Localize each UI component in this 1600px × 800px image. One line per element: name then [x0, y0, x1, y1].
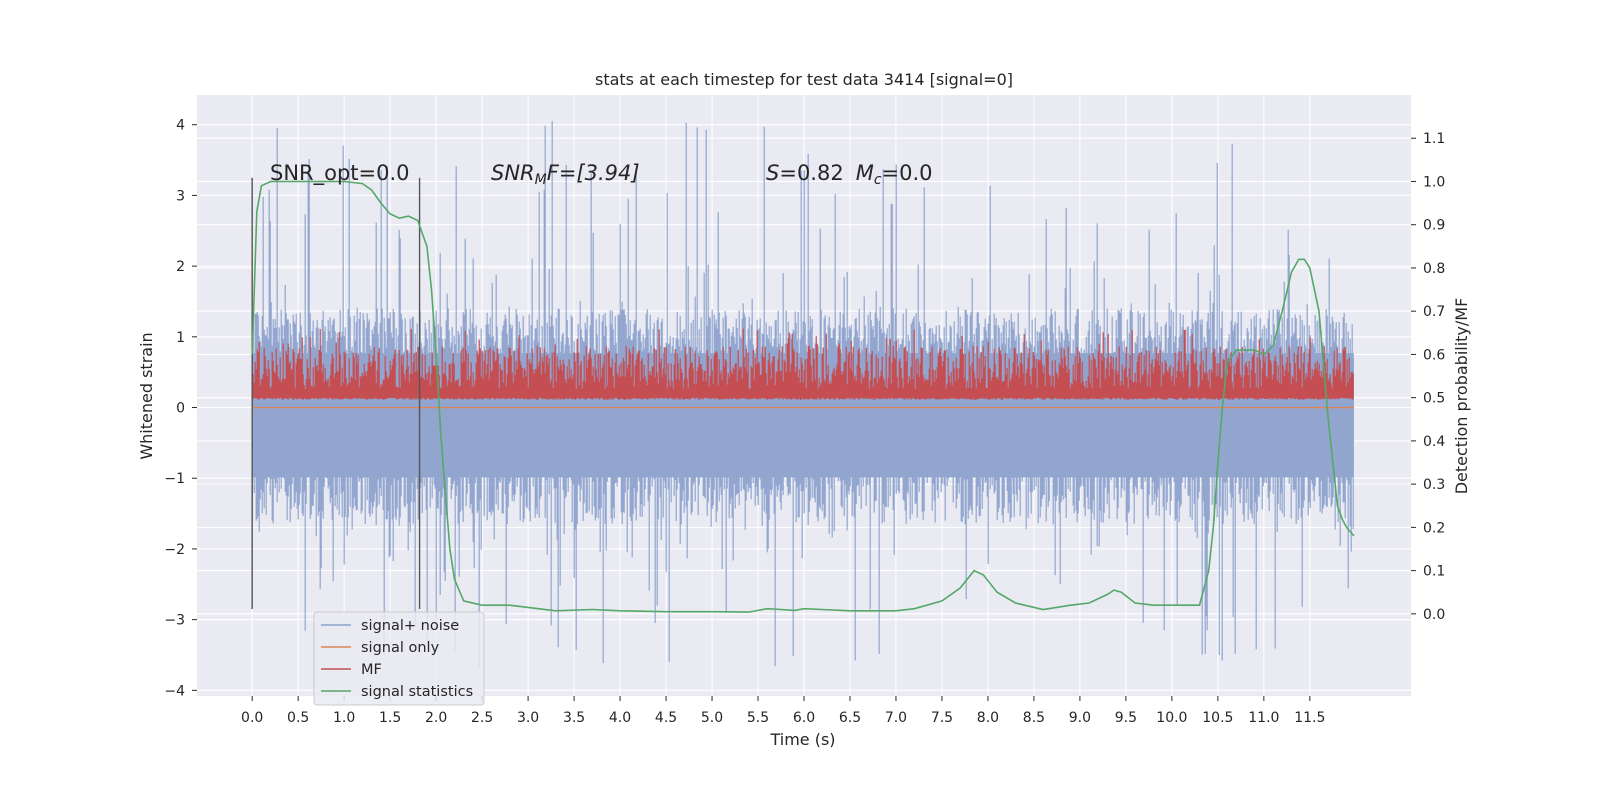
x-tick-label: 0.0 — [241, 710, 263, 726]
y-right-tick-label: 0.6 — [1423, 347, 1445, 363]
x-tick-label: 11.5 — [1294, 710, 1325, 726]
y-left-tick-label: −1 — [164, 471, 185, 487]
y-right-tick-label: 0.5 — [1423, 391, 1445, 407]
y-right-tick-label: 0.4 — [1423, 434, 1445, 450]
x-tick-label: 8.0 — [977, 710, 999, 726]
x-tick-label: 0.5 — [287, 710, 309, 726]
y-left-tick-label: −4 — [164, 683, 185, 699]
x-axis-label: Time (s) — [769, 730, 835, 749]
x-tick-label: 2.0 — [425, 710, 447, 726]
x-tick-label: 9.5 — [1115, 710, 1137, 726]
legend-label-mf: MF — [361, 662, 382, 678]
x-tick-label: 2.5 — [471, 710, 493, 726]
x-tick-label: 1.5 — [379, 710, 401, 726]
y-axis-label-left: Whitened strain — [137, 332, 156, 459]
y-right-tick-label: 0.7 — [1423, 304, 1445, 320]
y-left-tick-label: 0 — [176, 401, 185, 417]
y-right-tick-label: 0.2 — [1423, 520, 1445, 536]
x-tick-label: 4.0 — [609, 710, 631, 726]
x-tick-label: 9.0 — [1069, 710, 1091, 726]
vertical-markers — [251, 177, 421, 610]
legend-label-signal-only: signal only — [361, 640, 440, 656]
chart-title: stats at each timestep for test data 341… — [595, 70, 1013, 89]
y-right-tick-label: 0.3 — [1423, 477, 1445, 493]
x-tick-label: 5.0 — [701, 710, 723, 726]
x-tick-label: 10.0 — [1156, 710, 1187, 726]
legend-label-signal-statistics: signal statistics — [361, 684, 473, 700]
y-left-tick-label: 1 — [176, 330, 185, 346]
y-right-tick-label: 0.1 — [1423, 564, 1445, 580]
x-tick-label: 3.5 — [563, 710, 585, 726]
y-right-tick-label: 0.9 — [1423, 218, 1445, 234]
y-left-tick-label: 4 — [176, 118, 185, 134]
y-left-tick-label: 2 — [176, 259, 185, 275]
legend-box — [313, 611, 485, 706]
y-axis-label-right: Detection probability/MF — [1452, 298, 1471, 495]
annotation-snr-mf: SNRMF=[3.94] — [491, 161, 640, 188]
y-right-tick-label: 1.1 — [1423, 131, 1445, 147]
x-tick-label: 7.0 — [885, 710, 907, 726]
annotation-s-mc: S=0.82 Mc=0.0 — [766, 161, 933, 188]
legend: signal+ noise signal only MF signal stat… — [313, 611, 485, 706]
x-tick-label: 10.5 — [1202, 710, 1233, 726]
x-tick-label: 5.5 — [747, 710, 769, 726]
y-right-tick-label: 1.0 — [1423, 174, 1445, 190]
x-tick-label: 7.5 — [931, 710, 953, 726]
y-left-tick-label: 3 — [176, 188, 185, 204]
x-tick-label: 1.0 — [333, 710, 355, 726]
x-tick-label: 6.0 — [793, 710, 815, 726]
x-tick-label: 8.5 — [1023, 710, 1045, 726]
x-tick-labels: 0.0 0.5 1.0 1.5 2.0 2.5 3.0 3.5 4.0 4.5 5.0 5.5 6.0 6… — [241, 696, 1325, 726]
y-left-tick-label: −2 — [164, 542, 185, 558]
y-right-tick-label: 0.0 — [1423, 607, 1445, 623]
legend-label-signal-plus-noise: signal+ noise — [361, 618, 459, 634]
y-left-tick-label: −3 — [164, 613, 185, 629]
y-right-tick-labels: 0.0 0.1 0.2 0.3 0.4 0.5 0.6 0.7 0.8 0.9 1.0 1.1 — [1411, 131, 1445, 623]
x-tick-label: 4.5 — [655, 710, 677, 726]
annotation-snr-opt: SNR_opt=0.0 — [270, 161, 410, 186]
series-signal-statistics — [251, 180, 1355, 613]
x-tick-label: 11.0 — [1248, 710, 1279, 726]
x-tick-label: 3.0 — [517, 710, 539, 726]
x-tick-label: 6.5 — [839, 710, 861, 726]
y-right-tick-label: 0.8 — [1423, 261, 1445, 277]
y-left-tick-labels: −4 −3 −2 −1 0 1 2 3 4 — [164, 118, 197, 699]
